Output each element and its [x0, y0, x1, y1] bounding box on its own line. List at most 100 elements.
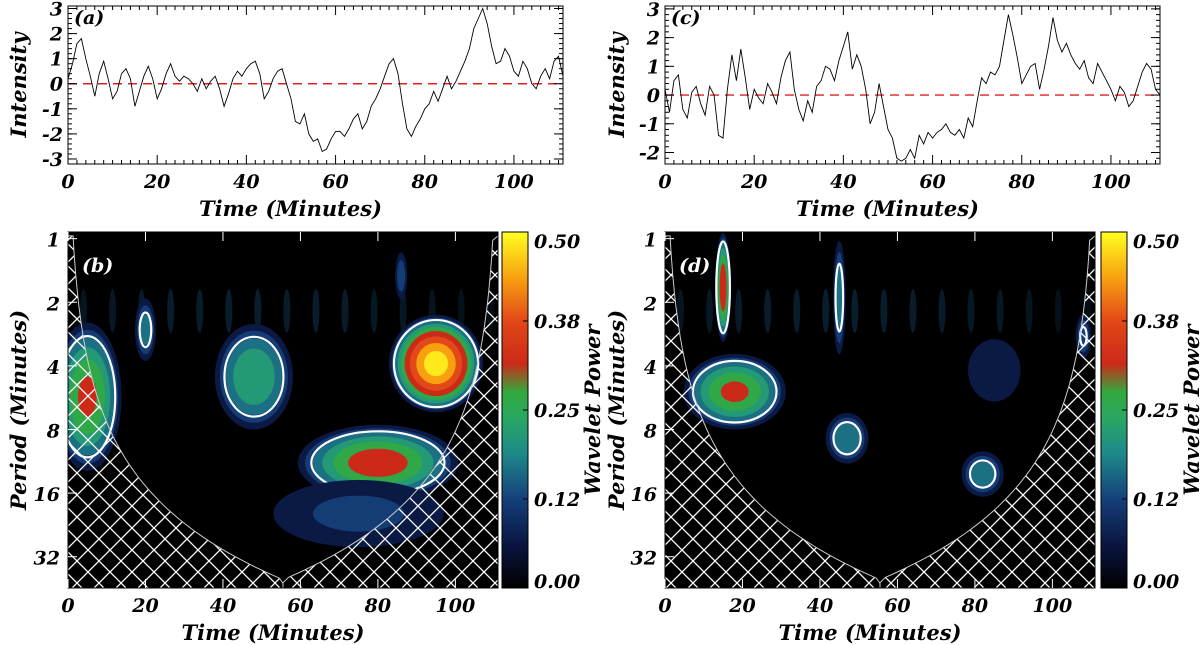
- background-power-streak: [764, 289, 772, 334]
- y-tick-label: 16: [34, 484, 60, 506]
- x-tick-label: 20: [131, 595, 158, 617]
- background-power-streak: [996, 289, 1004, 334]
- y-tick-label: 2: [49, 24, 63, 46]
- x-tick-label: 100: [1033, 595, 1073, 617]
- y-axis-label: Intensity: [6, 31, 31, 139]
- y-tick-label: 3: [647, 0, 660, 21]
- intensity-series-line: [68, 7, 563, 153]
- significance-contour: [715, 240, 732, 335]
- x-tick-label: 60: [322, 171, 348, 193]
- background-power-streak: [851, 289, 859, 334]
- colorbar-tick-label: 0.00: [534, 571, 580, 593]
- background-power-streak: [676, 289, 684, 334]
- y-axis-label: Intensity: [604, 31, 629, 139]
- y-tick-label: 4: [47, 357, 60, 379]
- cone-of-influence-hatch: [68, 235, 498, 588]
- x-tick-label: 40: [830, 171, 856, 193]
- x-tick-label: 100: [1091, 171, 1131, 193]
- x-axis-label: Time (Minutes): [181, 620, 364, 645]
- x-axis-label: Time (Minutes): [778, 620, 961, 645]
- power-region-level: [967, 339, 1021, 402]
- y-tick-label: 2: [643, 293, 657, 315]
- background-power-streak: [938, 289, 946, 334]
- background-power-streak: [341, 289, 349, 334]
- y-tick-label: 0: [647, 85, 660, 107]
- y-tick-label: 1: [50, 49, 63, 71]
- x-axis-label: Time (Minutes): [199, 196, 382, 221]
- y-axis-label: Period (Minutes): [6, 310, 31, 511]
- x-tick-label: 60: [287, 595, 313, 617]
- x-tick-label: 80: [364, 595, 391, 617]
- background-power-streak: [370, 289, 378, 334]
- background-power-streak: [909, 289, 917, 334]
- background-power-streak: [1054, 289, 1062, 334]
- significance-contour: [834, 262, 845, 333]
- cone-of-influence-hatch: [665, 235, 1095, 588]
- y-tick-label: 1: [47, 230, 60, 252]
- background-power-streak: [79, 289, 87, 334]
- x-tick-label: 20: [728, 595, 755, 617]
- line-plot-frame: [67, 5, 564, 165]
- x-axis-label: Time (Minutes): [796, 196, 979, 221]
- panel-label: (b): [82, 255, 113, 277]
- power-region-level: [423, 350, 449, 377]
- background-power-streak: [793, 289, 801, 334]
- x-tick-label: 80: [1008, 171, 1035, 193]
- power-region-level: [348, 448, 408, 477]
- x-tick-label: 20: [740, 171, 767, 193]
- x-tick-label: 0: [61, 171, 74, 193]
- y-tick-label: 2: [46, 293, 60, 315]
- x-tick-label: 100: [436, 595, 476, 617]
- wavelet-frame: [67, 231, 499, 589]
- y-tick-label: 32: [34, 548, 60, 570]
- background-power-streak: [967, 289, 975, 334]
- panel-label: (d): [679, 255, 710, 277]
- cone-of-influence-line: [68, 235, 498, 588]
- significance-contour: [968, 459, 997, 489]
- background-power-streak: [225, 289, 233, 334]
- colorbar-tick-label: 0.50: [534, 231, 580, 253]
- y-tick-label: -1: [42, 99, 63, 121]
- y-tick-label: -2: [42, 124, 63, 146]
- power-region-level: [313, 495, 405, 532]
- y-tick-label: 1: [644, 230, 657, 252]
- background-power-streak: [706, 289, 714, 334]
- background-power-streak: [735, 289, 743, 334]
- x-tick-label: 100: [494, 171, 534, 193]
- cone-of-influence-line: [665, 235, 1095, 588]
- y-tick-label: 16: [631, 484, 657, 506]
- colorbar-tick-label: 0.12: [534, 489, 580, 511]
- y-tick-label: 3: [50, 0, 63, 21]
- y-tick-label: -3: [42, 149, 63, 171]
- panel-label: (a): [74, 7, 104, 29]
- significance-contour: [138, 311, 153, 349]
- x-tick-label: 60: [919, 171, 945, 193]
- background-power-streak: [283, 289, 291, 334]
- y-tick-label: 2: [646, 28, 660, 50]
- intensity-series-line: [665, 14, 1160, 162]
- background-power-streak: [399, 289, 407, 334]
- y-tick-label: -2: [639, 143, 660, 165]
- power-region-level: [834, 423, 860, 453]
- y-tick-label: -1: [639, 114, 660, 136]
- background-power-streak: [254, 289, 262, 334]
- y-tick-label: 8: [643, 420, 657, 442]
- power-region-level: [397, 260, 406, 292]
- colorbar-tick-label: 0.38: [534, 311, 580, 333]
- background-power-streak: [880, 289, 888, 334]
- power-region-level: [233, 348, 275, 405]
- y-tick-label: 1: [647, 56, 660, 78]
- x-tick-label: 40: [807, 595, 833, 617]
- x-tick-label: 0: [61, 595, 74, 617]
- panel-label: (c): [671, 7, 701, 29]
- power-region-level: [719, 263, 727, 312]
- colorbar-tick-label: 0.25: [534, 400, 580, 422]
- wavelet-power-map: [665, 232, 1095, 588]
- y-axis-label: Period (Minutes): [604, 310, 629, 511]
- power-region-level: [140, 314, 151, 345]
- line-plot-frame: [664, 5, 1161, 165]
- y-tick-label: 8: [46, 420, 60, 442]
- colorbar-tick-label: 0.12: [1133, 489, 1179, 511]
- x-tick-label: 40: [210, 595, 236, 617]
